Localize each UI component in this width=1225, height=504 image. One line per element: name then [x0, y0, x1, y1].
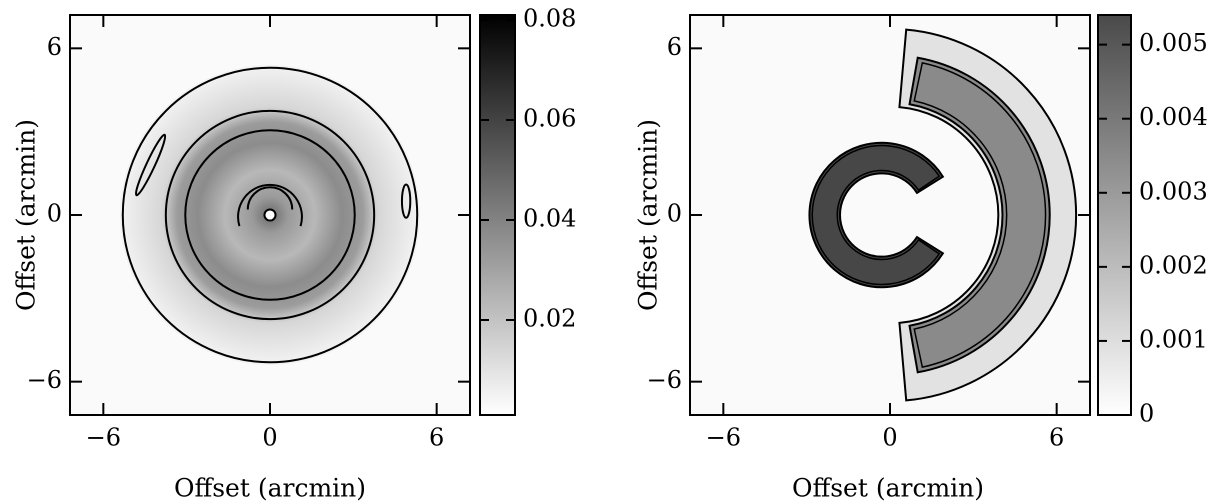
colorbar-tick-label: 0	[1139, 400, 1154, 428]
contour	[121, 66, 419, 364]
x-tick-label: 0	[882, 424, 897, 452]
colorbar	[1097, 14, 1132, 416]
y-tick-label: 6	[667, 33, 682, 61]
colorbar-tick-label: 0.003	[1139, 177, 1208, 205]
x-tick-label: −6	[86, 424, 121, 452]
contour	[164, 109, 376, 321]
x-axis-label: Offset (arcmin)	[792, 474, 984, 503]
contour	[263, 208, 277, 222]
colorbar-tick-label: 0.06	[523, 105, 576, 133]
x-tick-label: 6	[429, 424, 444, 452]
x-tick-label: −6	[706, 424, 741, 452]
y-tick-label: 0	[47, 200, 62, 228]
contour	[134, 133, 167, 197]
colorbar-tick-label: 0.001	[1139, 325, 1208, 353]
contour	[184, 129, 356, 301]
y-tick-label: −6	[27, 366, 62, 394]
y-tick-label: 0	[667, 200, 682, 228]
x-tick-label: 0	[262, 424, 277, 452]
map-arc	[898, 28, 1078, 402]
colorbar-tick-label: 0.004	[1139, 103, 1208, 131]
map	[808, 28, 1078, 402]
y-axis-label: Offset (arcmin)	[634, 119, 663, 311]
map-arc	[808, 141, 945, 289]
y-axis-label: Offset (arcmin)	[12, 119, 41, 311]
colorbar-tick-label: 0.002	[1139, 251, 1208, 279]
colorbar-tick-label: 0.08	[523, 5, 576, 33]
colorbar-tick-label: 0.005	[1139, 29, 1208, 57]
map-arc	[908, 56, 1051, 374]
y-tick-label: 6	[47, 33, 62, 61]
contour	[246, 186, 294, 210]
colorbar-tick-label: 0.02	[523, 305, 576, 333]
colorbar	[479, 14, 516, 416]
x-tick-label: 6	[1049, 424, 1064, 452]
contour	[237, 183, 303, 227]
y-tick-label: −6	[647, 366, 682, 394]
x-axis-label: Offset (arcmin)	[174, 474, 366, 503]
map-arc	[811, 144, 941, 286]
contour	[400, 183, 412, 219]
map	[120, 65, 420, 365]
map-arc	[913, 61, 1047, 369]
colorbar-tick-label: 0.04	[523, 205, 576, 233]
